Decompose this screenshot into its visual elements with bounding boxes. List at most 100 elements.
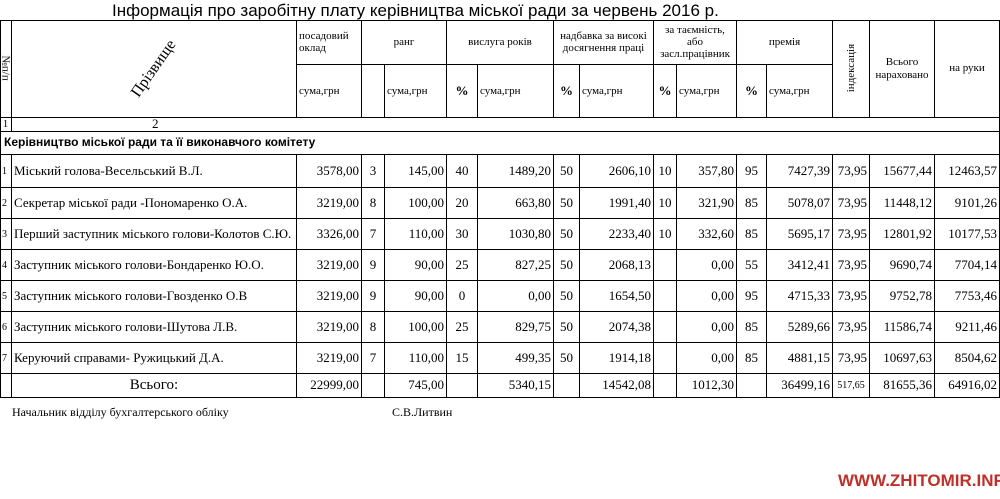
cell-text: % bbox=[560, 82, 573, 98]
footer-signature: С.В.Литвин bbox=[392, 405, 453, 419]
data-cell: 10 bbox=[654, 155, 677, 188]
data-cell: 0,00 bbox=[478, 281, 554, 312]
data-cell: 50 bbox=[554, 312, 580, 343]
total-cell bbox=[362, 374, 385, 398]
data-cell: 1030,80 bbox=[478, 219, 554, 250]
cell-text: 3219,00 bbox=[316, 349, 359, 365]
header-cell: посадовий оклад bbox=[297, 20, 362, 65]
data-cell bbox=[654, 343, 677, 374]
data-cell: 30 bbox=[447, 219, 478, 250]
data-cell: 8 bbox=[362, 188, 385, 219]
cell-text: 0,00 bbox=[711, 349, 734, 365]
cell-text: ранг bbox=[393, 35, 415, 48]
header-cell: за таємність, або засл.працівник bbox=[654, 20, 737, 65]
cell-text: 3578,00 bbox=[316, 162, 359, 178]
cell-text: 85 bbox=[745, 349, 758, 365]
data-cell: 2068,13 bbox=[580, 250, 654, 281]
total-cell bbox=[447, 374, 478, 398]
cell-text: 7 bbox=[2, 352, 7, 364]
data-cell: 3 bbox=[0, 219, 12, 250]
cell-text: 3 bbox=[369, 162, 377, 178]
cell-text: премія bbox=[768, 35, 801, 48]
data-cell: 3219,00 bbox=[297, 312, 362, 343]
data-cell: 321,90 bbox=[677, 188, 737, 219]
data-cell: 9690,74 bbox=[870, 250, 935, 281]
data-cell: 95 bbox=[737, 155, 767, 188]
cell-text: 85 bbox=[745, 318, 758, 334]
column-number: 1 bbox=[0, 118, 12, 132]
cell-text: 100,00 bbox=[408, 318, 444, 334]
header-subcell: сума,грн bbox=[478, 65, 554, 118]
cell-text: 3326,00 bbox=[316, 225, 359, 241]
header-subcell: сума,грн bbox=[297, 65, 362, 118]
cell-text: 2068,13 bbox=[608, 256, 651, 272]
cell-text: 332,60 bbox=[698, 225, 734, 241]
cell-text: 10 bbox=[658, 162, 672, 178]
cell-text: 5289,66 bbox=[787, 318, 830, 334]
data-cell: 50 bbox=[554, 155, 580, 188]
cell-text: 73,95 bbox=[837, 194, 867, 210]
cell-text: 90,00 bbox=[414, 287, 444, 303]
cell-text: 9690,74 bbox=[889, 256, 932, 272]
cell-text: 5695,17 bbox=[787, 225, 830, 241]
cell-text: Керівництво міської ради та її виконавчо… bbox=[4, 135, 316, 150]
cell-text: 1030,80 bbox=[508, 225, 551, 241]
data-cell: 663,80 bbox=[478, 188, 554, 219]
data-cell: 7753,46 bbox=[935, 281, 1000, 312]
cell-text: 7704,14 bbox=[954, 256, 997, 272]
data-cell: 4881,15 bbox=[767, 343, 833, 374]
data-cell: Заступник міського голови-Гвозденко О.В bbox=[12, 281, 297, 312]
cell-text: на руки bbox=[949, 62, 985, 75]
cell-text: 4715,33 bbox=[787, 287, 830, 303]
cell-text: Заступник міського голови-Бондаренко Ю.О… bbox=[14, 256, 264, 272]
cell-text: % bbox=[658, 82, 672, 98]
cell-text: 10 bbox=[658, 194, 672, 210]
data-cell: 1489,20 bbox=[478, 155, 554, 188]
data-cell: 3578,00 bbox=[297, 155, 362, 188]
cell-text: 0 bbox=[458, 287, 466, 303]
cell-text: 95 bbox=[745, 162, 758, 178]
cell-text: 2233,40 bbox=[608, 225, 651, 241]
header-subcell bbox=[362, 65, 385, 118]
cell-text: 55 bbox=[745, 256, 758, 272]
data-cell: 9101,26 bbox=[935, 188, 1000, 219]
total-cell: 14542,08 bbox=[580, 374, 654, 398]
data-cell: 73,95 bbox=[833, 219, 870, 250]
data-cell: 15677,44 bbox=[870, 155, 935, 188]
cell-text: 1 bbox=[2, 165, 7, 177]
cell-text: 50 bbox=[560, 349, 573, 365]
total-cell: 1012,30 bbox=[677, 374, 737, 398]
data-cell: Керуючий справами- Ружицький Д.А. bbox=[12, 343, 297, 374]
cell-text: 73,95 bbox=[837, 256, 867, 272]
data-cell: 25 bbox=[447, 250, 478, 281]
cell-text: 73,95 bbox=[837, 318, 867, 334]
data-cell: 3326,00 bbox=[297, 219, 362, 250]
data-cell: 0 bbox=[447, 281, 478, 312]
cell-text: 22999,00 bbox=[310, 377, 359, 393]
data-cell: 20 bbox=[447, 188, 478, 219]
cell-text: 8 bbox=[369, 194, 377, 210]
data-cell: 8 bbox=[362, 312, 385, 343]
data-cell: 11586,74 bbox=[870, 312, 935, 343]
cell-text: 1914,18 bbox=[608, 349, 651, 365]
cell-text: 5 bbox=[2, 290, 7, 302]
header-cell: надбавка за високі досягнення праці bbox=[554, 20, 654, 65]
cell-text: 7 bbox=[369, 225, 377, 241]
cell-text: 0,00 bbox=[528, 287, 551, 303]
data-cell: 40 bbox=[447, 155, 478, 188]
data-cell: 10697,63 bbox=[870, 343, 935, 374]
cell-text: 4 bbox=[2, 259, 7, 271]
cell-text: 30 bbox=[455, 225, 469, 241]
cell-text: 7427,39 bbox=[787, 162, 830, 178]
data-cell: 0,00 bbox=[677, 281, 737, 312]
cell-text: 50 bbox=[560, 225, 573, 241]
header-subcell: % bbox=[447, 65, 478, 118]
data-cell: 5078,07 bbox=[767, 188, 833, 219]
data-cell: 15 bbox=[447, 343, 478, 374]
cell-text: 85 bbox=[745, 194, 758, 210]
total-cell: 81655,36 bbox=[870, 374, 935, 398]
cell-text: 9211,46 bbox=[955, 318, 997, 334]
cell-text: 1 bbox=[2, 118, 9, 131]
data-cell: 100,00 bbox=[385, 188, 447, 219]
